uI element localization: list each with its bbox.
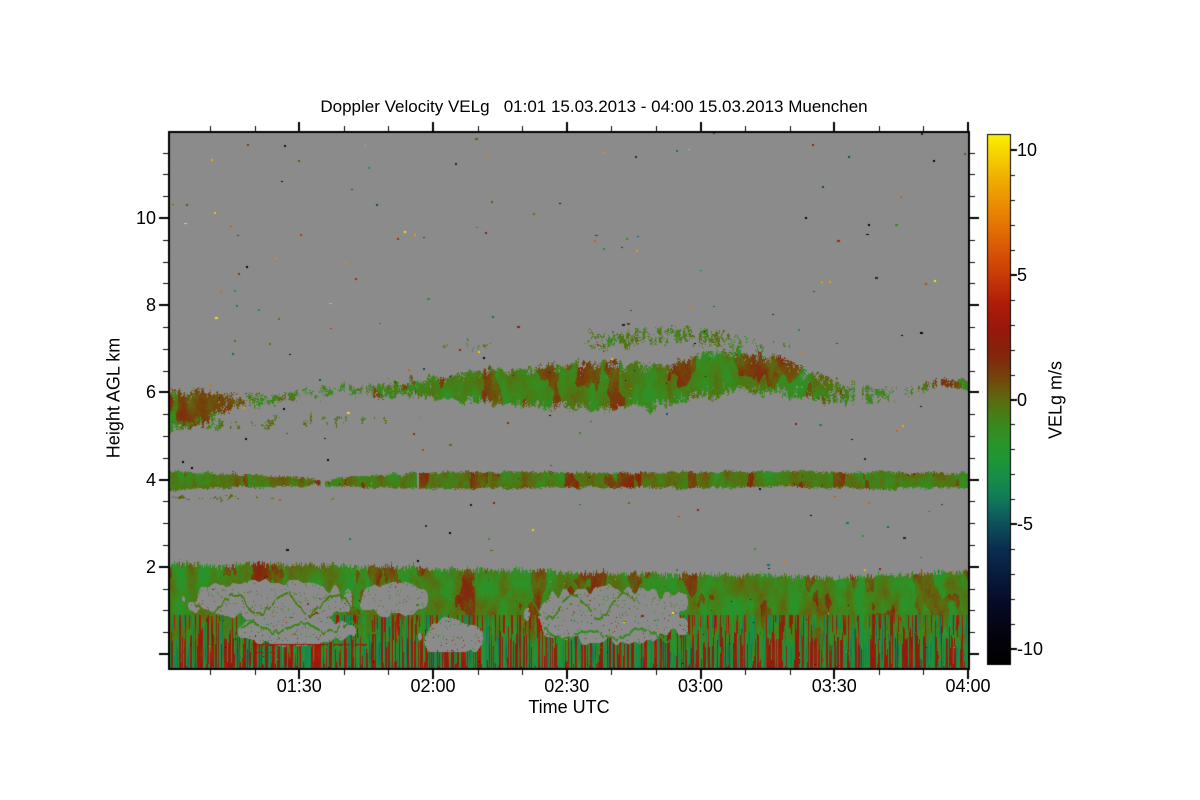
y-tick-label: 8 <box>145 295 156 316</box>
x-tick-label: 04:00 <box>945 676 991 696</box>
y-tick-label: 6 <box>145 382 156 403</box>
y-tick-label: 10 <box>135 208 156 229</box>
x-tick-label: 02:00 <box>410 676 456 696</box>
plot-title: Doppler Velocity VELg 01:01 15.03.2013 -… <box>320 97 868 116</box>
colorbar-tick-label: -5 <box>1017 514 1034 535</box>
x-tick-label: 03:00 <box>677 676 724 696</box>
colorbar-tick-label: -10 <box>1017 639 1044 660</box>
x-axis-label: Time UTC <box>528 697 610 717</box>
x-tick-label: 02:30 <box>544 676 590 696</box>
colorbar-tick-label: 5 <box>1017 264 1028 285</box>
y-tick-label: 2 <box>145 556 156 577</box>
x-tick-label: 01:30 <box>276 676 322 696</box>
y-tick-label: 4 <box>145 469 156 490</box>
x-tick-label: 03:30 <box>811 676 857 696</box>
colorbar-tick-label: 10 <box>1017 139 1038 160</box>
colorbar-tick-label: 0 <box>1017 389 1028 410</box>
